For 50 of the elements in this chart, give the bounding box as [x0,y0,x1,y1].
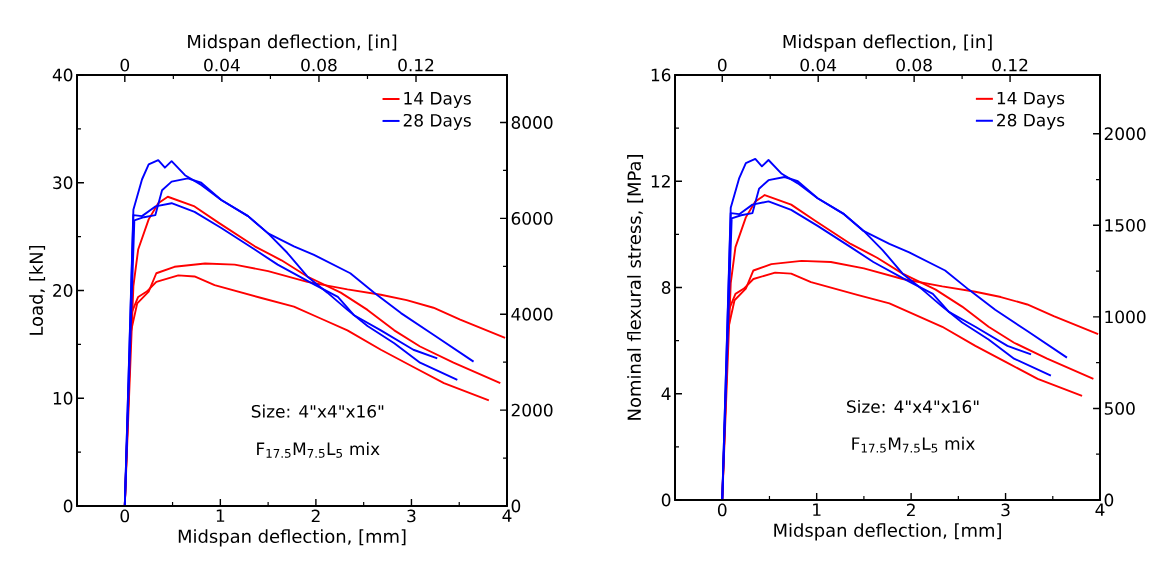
legend-label: 14 Days [404,92,471,108]
x2-axis-title: Midspan deflection, [in] [188,34,397,52]
y2-tick-label: 1000 [1105,310,1146,324]
x-tick-label: 4 [502,509,512,522]
annotation: F$_{17.5}$M$_{7.5}$L$_{5}$ mix [852,436,975,453]
x2-tick-label: 0.08 [896,58,932,72]
y2-tick-label: 500 [1104,402,1135,415]
annotation: F$_{17.5}$M$_{7.5}$L$_{5}$ mix [257,442,380,458]
y2-tick-label: 0 [1104,493,1114,507]
y-tick-label: 20 [53,284,73,297]
y-tick-label: 12 [651,174,670,188]
x-tick-label: 4 [1095,503,1105,516]
y2-tick-label: 8000 [511,116,553,129]
y2-tick-label: 6000 [511,211,553,225]
x2-tick-label: 0 [717,58,727,72]
x-tick-label: 3 [407,509,416,523]
y2-tick-label: 4000 [511,307,553,321]
x-tick-label: 3 [1001,503,1010,517]
annotation: Size: 4"x4"x16" [251,404,384,418]
x2-tick-label: 0.04 [800,58,837,72]
legend-label: 28 Days [403,113,471,130]
x2-tick-label: 0.04 [204,58,240,72]
y-tick-label: 30 [53,176,73,190]
x-axis-title: Midspan deflection, [mm] [774,523,1001,541]
x-tick-label: 0 [120,509,130,523]
x-axis-title: Midspan deflection, [mm] [178,529,406,547]
x-tick-label: 1 [813,503,821,516]
x-tick-label: 1 [216,509,225,522]
x2-tick-label: 0.12 [992,58,1028,72]
x2-tick-label: 0.12 [398,58,434,72]
x-tick-label: 0 [717,503,727,517]
y-tick-label: 4 [661,387,671,400]
annotation: Size: 4"x4"x16" [847,399,979,414]
x2-tick-label: 0 [120,58,130,72]
y-tick-label: 8 [661,281,671,294]
y-tick-label: 10 [53,391,73,405]
y2-tick-label: 2000 [511,403,553,417]
y2-tick-label: 2000 [1104,127,1146,141]
x2-axis-title: Midspan deflection, [in] [783,34,992,52]
y2-tick-label: 1500 [1105,218,1146,232]
y-axis-title: Load, [kN] [29,245,46,335]
x2-tick-label: 0.08 [301,58,337,72]
y-tick-label: 0 [661,493,671,507]
x-tick-label: 2 [906,503,915,517]
y-axis-title: Nominal flexural stress, [MPa] [627,155,644,420]
legend-label: 14 Days [997,91,1065,108]
y-tick-label: 40 [52,68,73,82]
y-tick-label: 16 [651,68,671,82]
x-tick-label: 2 [311,509,320,523]
legend-label: 28 Days [997,113,1065,130]
